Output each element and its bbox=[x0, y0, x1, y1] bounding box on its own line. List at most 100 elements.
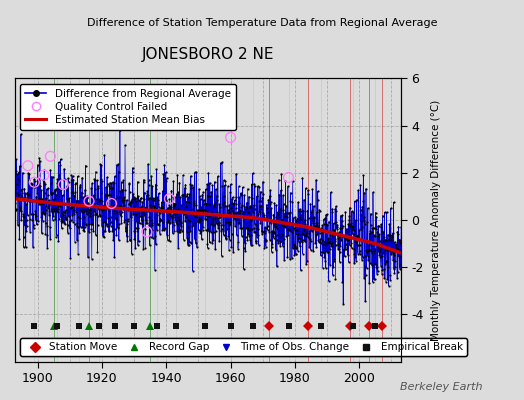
Point bbox=[11, 200, 19, 206]
Point bbox=[237, 203, 246, 210]
Point bbox=[263, 216, 271, 222]
Point bbox=[320, 254, 329, 260]
Point bbox=[40, 210, 49, 216]
Point bbox=[278, 231, 286, 238]
Point bbox=[383, 246, 391, 252]
Point bbox=[176, 180, 184, 186]
Point bbox=[37, 214, 45, 220]
Point bbox=[212, 228, 220, 235]
Point bbox=[33, 182, 41, 188]
Point bbox=[59, 208, 68, 215]
Point bbox=[220, 232, 228, 238]
Point bbox=[110, 226, 118, 232]
Point bbox=[334, 240, 343, 246]
Point bbox=[382, 236, 390, 243]
Point bbox=[214, 215, 223, 222]
Point bbox=[263, 204, 271, 211]
Point bbox=[112, 216, 120, 222]
Point bbox=[206, 193, 214, 200]
Point bbox=[117, 219, 125, 226]
Point bbox=[311, 232, 320, 238]
Point bbox=[243, 237, 252, 243]
Point bbox=[69, 173, 77, 179]
Point bbox=[222, 218, 231, 225]
Point bbox=[38, 199, 47, 206]
Point bbox=[112, 231, 121, 238]
Point bbox=[253, 193, 261, 200]
Point bbox=[342, 241, 350, 247]
Point bbox=[240, 203, 248, 209]
Point bbox=[282, 202, 290, 209]
Point bbox=[392, 246, 401, 252]
Point bbox=[284, 232, 292, 238]
Point bbox=[258, 194, 267, 201]
Point bbox=[66, 254, 74, 261]
Point bbox=[88, 256, 96, 262]
Point bbox=[302, 224, 311, 230]
Point bbox=[23, 216, 31, 223]
Point bbox=[83, 206, 92, 212]
Point bbox=[157, 217, 165, 224]
Point bbox=[175, 229, 183, 236]
Point bbox=[172, 193, 180, 200]
Point bbox=[355, 242, 364, 248]
Point bbox=[236, 210, 244, 217]
Point bbox=[290, 252, 299, 259]
Point bbox=[132, 211, 140, 217]
Point bbox=[123, 233, 131, 240]
Point bbox=[343, 236, 351, 242]
Point bbox=[40, 190, 49, 196]
Point bbox=[258, 228, 267, 235]
Point bbox=[376, 243, 384, 250]
Point bbox=[359, 198, 367, 205]
Point bbox=[167, 206, 176, 212]
Point bbox=[379, 229, 387, 235]
Point bbox=[147, 227, 156, 233]
Point bbox=[45, 208, 53, 214]
Point bbox=[24, 212, 32, 218]
Point bbox=[337, 224, 346, 231]
Point bbox=[145, 214, 154, 220]
Point bbox=[191, 220, 199, 226]
Point bbox=[147, 205, 155, 211]
Point bbox=[388, 232, 396, 238]
Point bbox=[79, 227, 88, 233]
Point bbox=[308, 206, 316, 213]
Point bbox=[344, 259, 353, 265]
Point bbox=[227, 205, 235, 212]
Point bbox=[83, 211, 91, 217]
Point bbox=[183, 224, 192, 230]
Point bbox=[21, 244, 30, 250]
Point bbox=[365, 247, 373, 254]
Point bbox=[13, 190, 21, 196]
Point bbox=[51, 206, 60, 213]
Point bbox=[80, 228, 89, 234]
Point bbox=[262, 236, 270, 243]
Point bbox=[107, 219, 115, 225]
Point bbox=[133, 195, 141, 201]
Point bbox=[283, 214, 291, 220]
Point bbox=[135, 210, 144, 216]
Point bbox=[274, 211, 282, 218]
Point bbox=[177, 223, 185, 229]
Point bbox=[40, 211, 48, 217]
Point bbox=[186, 181, 194, 188]
Point bbox=[233, 232, 241, 238]
Point bbox=[257, 188, 265, 195]
Point bbox=[346, 223, 354, 230]
Point bbox=[256, 206, 265, 212]
Point bbox=[269, 230, 277, 236]
Point bbox=[129, 211, 137, 217]
Point bbox=[246, 203, 255, 209]
Point bbox=[77, 224, 85, 230]
Point bbox=[13, 171, 21, 177]
Point bbox=[59, 212, 68, 219]
Point bbox=[332, 219, 341, 225]
Point bbox=[231, 216, 239, 222]
Point bbox=[261, 224, 269, 230]
Point bbox=[125, 200, 133, 207]
Point bbox=[183, 235, 191, 241]
Point bbox=[57, 218, 66, 224]
Point bbox=[123, 220, 132, 227]
Point bbox=[377, 224, 386, 230]
